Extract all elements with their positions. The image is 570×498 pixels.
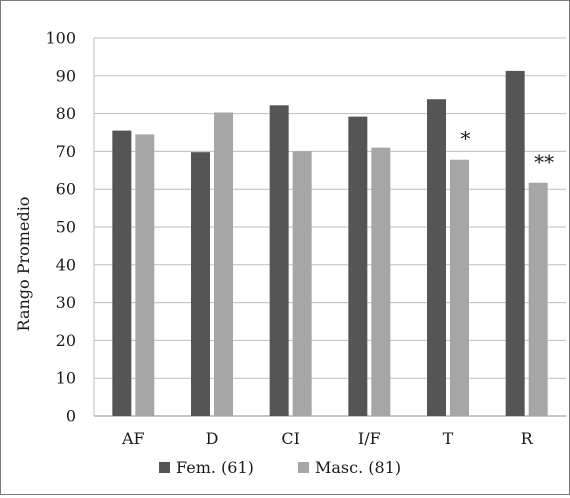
- y-axis-label: Rango Promedio: [14, 197, 33, 332]
- bar-d-series-2: [214, 112, 233, 416]
- bar-ci-series-1: [269, 105, 289, 416]
- bar-af-series-1: [112, 130, 132, 417]
- y-tick-label: 20: [56, 331, 76, 350]
- x-category-label: I/F: [358, 429, 381, 448]
- bar-t-series-1: [427, 99, 446, 417]
- y-tick-label: 100: [45, 29, 76, 48]
- y-tick-labels: 0 10 20 30 40 50 60 70 80 90 100: [45, 29, 76, 426]
- bar-if-series-1: [348, 116, 368, 417]
- bar-if-series-2: [371, 147, 391, 416]
- y-tick-label: 0: [66, 407, 76, 426]
- bar-t-series-2: [450, 159, 469, 416]
- bar-d-series-1: [191, 152, 210, 416]
- x-category-label: D: [206, 429, 219, 448]
- significance-annotations: ***: [461, 127, 555, 174]
- legend-swatch: [159, 462, 170, 473]
- x-category-label: R: [521, 429, 534, 448]
- y-tick-label: 50: [56, 218, 76, 237]
- significance-marker: **: [534, 150, 554, 174]
- legend-label: Fem. (61): [176, 458, 254, 477]
- legend: Fem. (61) Masc. (81): [159, 458, 401, 477]
- bar-ci-series-2: [292, 151, 312, 416]
- x-category-labels: AF D CI I/F T R: [121, 429, 534, 448]
- gridlines: [93, 37, 566, 417]
- y-tick-label: 90: [56, 66, 76, 85]
- bar-r-series-1: [505, 70, 525, 417]
- significance-marker: *: [461, 127, 471, 151]
- x-category-label: CI: [281, 429, 300, 448]
- bar-r-series-2: [528, 182, 548, 416]
- x-category-label: T: [443, 429, 454, 448]
- y-tick-label: 70: [56, 142, 76, 161]
- legend-label: Masc. (81): [315, 458, 401, 477]
- y-tick-label: 30: [56, 293, 76, 312]
- x-category-label: AF: [121, 429, 145, 448]
- bar-af-series-2: [135, 134, 155, 416]
- y-tick-label: 60: [56, 180, 76, 199]
- y-tick-label: 10: [56, 369, 76, 388]
- legend-swatch: [298, 462, 309, 473]
- y-tick-label: 40: [56, 255, 76, 274]
- y-tick-label: 80: [56, 104, 76, 123]
- bars: [112, 70, 548, 417]
